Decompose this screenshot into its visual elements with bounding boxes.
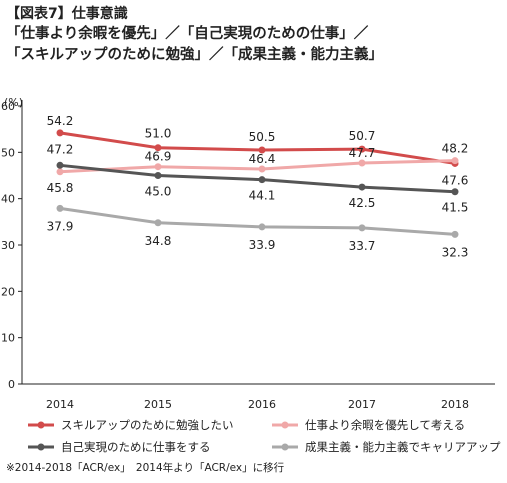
y-axis-unit-label: (%) [4, 96, 23, 109]
x-tick-label: 2015 [144, 398, 172, 411]
data-point [451, 157, 459, 165]
title-line-2: 「スキルアップのために勉強」／「成果主義・能力主義」 [6, 47, 383, 63]
y-tick-label: 50 [1, 146, 15, 159]
x-tick-label: 2017 [348, 398, 376, 411]
y-tick-label: 60 [1, 100, 15, 113]
data-point [358, 183, 366, 191]
data-point [154, 219, 162, 227]
data-point [56, 161, 64, 169]
data-point [258, 176, 266, 184]
data-point [258, 223, 266, 231]
legend-swatch-marker [281, 421, 289, 429]
title-line-1: 「仕事より余暇を優先」／「自己実現のための仕事」／ [6, 26, 369, 42]
title-block: 【図表7】仕事意識 「仕事より余暇を優先」／「自己実現のための仕事」／ 「スキル… [6, 4, 504, 66]
series-line [59, 206, 456, 236]
figure-label: 【図表7】仕事意識 [6, 6, 128, 22]
line-chart: 0 10 20 30 40 50 60(%) 2014 2015 2016 2017 2018 54.2… [1, 96, 501, 454]
data-label: 51.0 [145, 127, 172, 141]
legend-label: 仕事より余暇を優先して考える [305, 418, 465, 432]
data-point [154, 144, 162, 152]
data-label: 47.7 [349, 146, 376, 160]
data-point [451, 188, 459, 196]
y-tick-label: 40 [1, 193, 15, 206]
source-note: ※2014-2018「ACR/ex」 2014年より「ACR/ex」に移行 [6, 462, 285, 474]
data-label: 37.9 [47, 219, 74, 233]
legend-label: 自己実現のために仕事をする [61, 440, 211, 454]
data-label: 47.6 [442, 173, 469, 187]
data-point [56, 204, 64, 212]
x-tick-label: 2016 [248, 398, 276, 411]
data-point [358, 159, 366, 167]
data-point [56, 168, 64, 176]
data-point [358, 224, 366, 232]
data-label: 34.8 [145, 234, 172, 248]
data-label: 42.5 [349, 196, 376, 210]
legend-label: 成果主義・能力主義でキャリアアップ [305, 440, 501, 454]
y-tick-label: 20 [1, 285, 15, 298]
data-point [451, 230, 459, 238]
data-point [358, 145, 366, 153]
data-label: 32.3 [442, 245, 469, 259]
data-point [154, 172, 162, 179]
data-label: 45.0 [145, 185, 172, 199]
legend-label: スキルアップのために勉強したい [61, 418, 234, 432]
data-label: 33.9 [249, 238, 276, 252]
data-label: 47.2 [47, 142, 74, 156]
data-label: 48.2 [442, 142, 469, 156]
legend-swatch-marker [281, 443, 289, 451]
data-point [258, 165, 266, 173]
data-label: 50.5 [249, 130, 276, 144]
legend-swatch-marker [37, 443, 45, 451]
y-tick-label: 30 [1, 239, 15, 252]
y-tick-label: 10 [1, 332, 15, 345]
legend-swatch-marker [37, 421, 45, 429]
data-label: 46.9 [145, 150, 172, 164]
data-label: 54.2 [47, 114, 74, 128]
x-tick-label: 2018 [441, 398, 469, 411]
data-label: 46.4 [249, 152, 276, 166]
data-point [258, 146, 266, 154]
data-label: 44.1 [249, 189, 276, 203]
data-point [56, 129, 64, 137]
data-label: 45.8 [47, 181, 74, 195]
data-point [154, 163, 162, 171]
y-tick-label: 0 [8, 378, 15, 391]
x-tick-label: 2014 [46, 398, 74, 411]
data-label: 50.7 [349, 129, 376, 143]
data-label: 33.7 [349, 239, 376, 253]
data-label: 41.5 [442, 201, 469, 215]
